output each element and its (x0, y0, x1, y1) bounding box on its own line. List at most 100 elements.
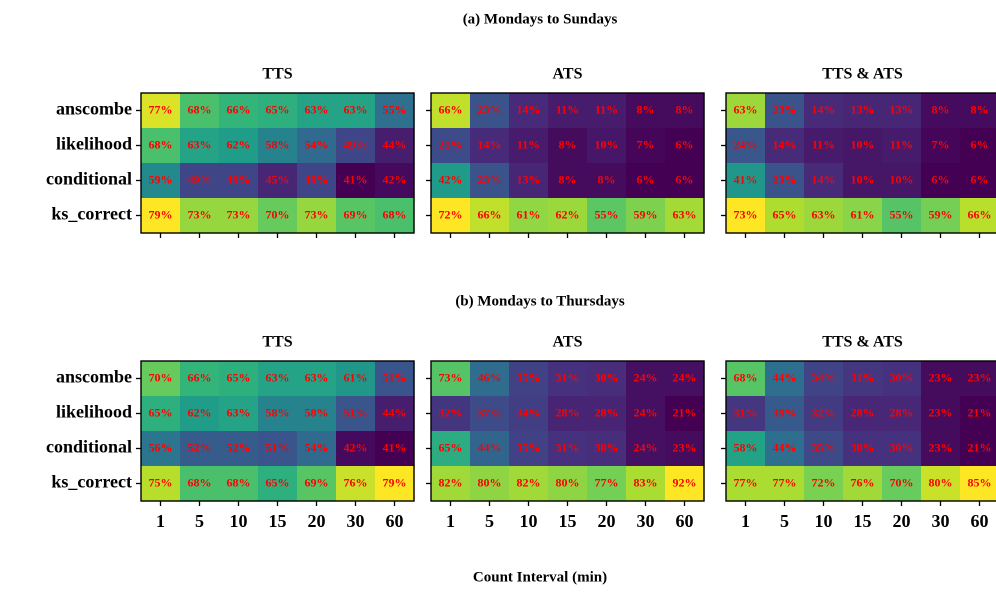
cell-value-label: 14% (517, 102, 541, 116)
cell-value-label: 68% (188, 475, 212, 489)
heatmap-cell (804, 361, 844, 397)
x-tick-label: 1 (446, 511, 455, 531)
cell-value-label: 49% (188, 172, 212, 186)
cell-value-label: 77% (773, 475, 797, 489)
heatmap-cell (219, 361, 259, 397)
heatmap-cell (843, 128, 883, 164)
cell-value-label: 8% (637, 102, 655, 116)
x-tick-label: 60 (971, 511, 989, 531)
heatmap-cell (297, 361, 337, 397)
x-tick-label: 30 (932, 511, 950, 531)
x-tick-label: 60 (386, 511, 404, 531)
cell-value-label: 56% (149, 440, 173, 454)
heatmap-cell (726, 431, 766, 467)
heatmap-cell (548, 431, 588, 467)
cell-value-label: 30% (595, 370, 619, 384)
cell-value-label: 11% (812, 137, 835, 151)
heatmap-cell (509, 128, 549, 164)
cell-value-label: 82% (439, 475, 463, 489)
cell-value-label: 52% (188, 440, 212, 454)
heatmap-cell (258, 93, 298, 129)
heatmap-cell (180, 163, 220, 199)
cell-value-label: 59% (634, 207, 658, 221)
cell-value-label: 28% (851, 405, 875, 419)
heatmap-cell (587, 198, 627, 234)
cell-value-label: 72% (439, 207, 463, 221)
heatmap-cell (882, 163, 922, 199)
cell-value-label: 21% (968, 405, 992, 419)
section-title: (a) Mondays to Sundays (463, 11, 618, 27)
x-tick-label: 5 (195, 511, 204, 531)
cell-value-label: 11% (556, 102, 579, 116)
heatmap-cell (587, 466, 627, 502)
x-tick-label: 20 (893, 511, 911, 531)
heatmap-cell (297, 396, 337, 432)
y-tick-label: conditional (46, 437, 132, 457)
heatmap-cell (587, 361, 627, 397)
cell-value-label: 63% (812, 207, 836, 221)
heatmap-cell (336, 361, 376, 397)
heatmap-cell (726, 128, 766, 164)
heatmap-cell (765, 396, 805, 432)
heatmap-cell (626, 431, 666, 467)
panel-title: ATS (553, 334, 583, 351)
cell-value-label: 34% (812, 370, 836, 384)
heatmap-cell (258, 361, 298, 397)
cell-value-label: 66% (439, 102, 463, 116)
cell-value-label: 23% (478, 172, 502, 186)
heatmap-cell (509, 198, 549, 234)
cell-value-label: 58% (734, 440, 758, 454)
heatmap-cell (765, 163, 805, 199)
heatmap-cell (921, 396, 961, 432)
cell-value-label: 23% (773, 102, 797, 116)
heatmap-cell (470, 128, 510, 164)
cell-value-label: 42% (383, 172, 407, 186)
cell-value-label: 14% (773, 137, 797, 151)
cell-value-label: 10% (595, 137, 619, 151)
heatmap-cell (960, 198, 996, 234)
x-tick-label: 20 (308, 511, 326, 531)
cell-value-label: 23% (929, 370, 953, 384)
heatmap-cell (141, 466, 181, 502)
y-tick-label: ks_correct (51, 472, 132, 492)
cell-value-label: 80% (929, 475, 953, 489)
heatmap-cell (336, 128, 376, 164)
heatmap-cell (765, 198, 805, 234)
heatmap-cell (804, 431, 844, 467)
cell-value-label: 63% (227, 405, 251, 419)
y-tick-label: ks_correct (51, 204, 132, 224)
panel-title: TTS & ATS (822, 334, 903, 351)
heatmap-cell (336, 396, 376, 432)
cell-value-label: 35% (812, 440, 836, 454)
heatmap-cell (765, 93, 805, 129)
cell-value-label: 11% (517, 137, 540, 151)
heatmap-cell (258, 128, 298, 164)
heatmap-cell (509, 93, 549, 129)
cell-value-label: 59% (929, 207, 953, 221)
cell-value-label: 24% (634, 440, 658, 454)
heatmap-cell (219, 466, 259, 502)
cell-value-label: 31% (851, 370, 875, 384)
y-tick-label: likelihood (56, 402, 132, 422)
heatmap-cell (882, 198, 922, 234)
cell-value-label: 44% (478, 440, 502, 454)
heatmap-cell (665, 128, 705, 164)
cell-value-label: 13% (517, 172, 541, 186)
heatmap-panel: TTS & ATS 63% 23% 14% 13% 13% 8% 8% 24% 14% 11% 10%… (721, 66, 996, 238)
x-tick-label: 5 (780, 511, 789, 531)
x-tick-label: 15 (854, 511, 872, 531)
heatmap-cell (180, 128, 220, 164)
heatmap-cell (431, 93, 471, 129)
panel-title: TTS & ATS (822, 66, 903, 83)
heatmap-cell (921, 93, 961, 129)
heatmap-cell (509, 466, 549, 502)
heatmap-cell (141, 128, 181, 164)
heatmap-cell (843, 466, 883, 502)
cell-value-label: 41% (344, 172, 368, 186)
heatmap-cell (921, 431, 961, 467)
cell-value-label: 7% (932, 137, 950, 151)
heatmap-cell (470, 361, 510, 397)
heatmap-cell (375, 466, 415, 502)
cell-value-label: 28% (595, 405, 619, 419)
cell-value-label: 76% (344, 475, 368, 489)
